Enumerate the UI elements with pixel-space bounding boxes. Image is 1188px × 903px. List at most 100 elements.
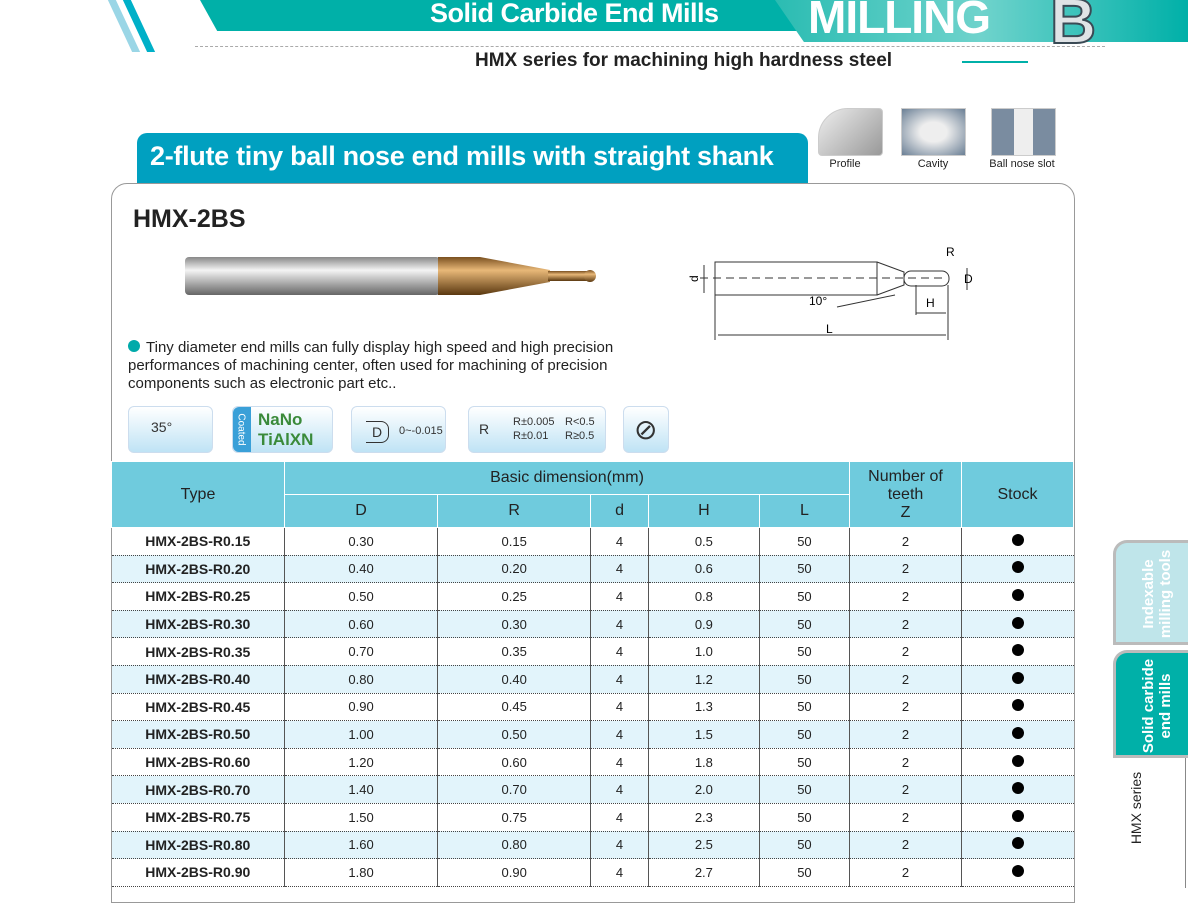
table-row: HMX-2BS-R0.35 0.70 0.35 4 1.0 50 2 [111, 637, 1074, 666]
table-cell: 1.60 [283, 831, 438, 860]
r-condition: R<0.5 [565, 416, 595, 428]
application-label: Ball nose slot [989, 158, 1055, 170]
table-cell: 50 [758, 637, 850, 666]
col-d: d [590, 494, 649, 528]
table-cell: 2.0 [647, 775, 760, 804]
profile-icon [818, 108, 883, 156]
table-cell: 4 [590, 555, 649, 584]
table-cell: 0.9 [647, 610, 760, 639]
tab-hmx-series[interactable]: HMX series [1128, 771, 1145, 845]
in-stock-icon [1011, 561, 1024, 574]
table-cell: 0.90 [283, 693, 438, 722]
application-label: Cavity [917, 158, 949, 170]
series-subtitle: HMX series for machining high hardness s… [475, 50, 893, 71]
d-symbol: D [366, 421, 390, 443]
col-teeth: Number of teeth Z [849, 461, 962, 528]
stock-cell [961, 831, 1074, 860]
table-cell: 4 [590, 858, 649, 887]
diagram-label-h: H [926, 296, 935, 310]
table-cell: 4 [590, 527, 649, 556]
table-row: HMX-2BS-R0.15 0.30 0.15 4 0.5 50 2 [111, 527, 1074, 556]
stock-cell [961, 527, 1074, 556]
table-cell: 0.50 [283, 582, 438, 611]
table-cell: HMX-2BS-R0.30 [111, 610, 285, 639]
stock-cell [961, 693, 1074, 722]
stock-cell [961, 665, 1074, 694]
coating-name: TiAlXN [258, 430, 314, 449]
table-cell: 2 [849, 637, 962, 666]
table-row: HMX-2BS-R0.70 1.40 0.70 4 2.0 50 2 [111, 775, 1074, 804]
stock-cell [961, 720, 1074, 749]
stock-cell [961, 555, 1074, 584]
table-cell: 2 [849, 775, 962, 804]
table-cell: 50 [758, 693, 850, 722]
table-cell: 0.6 [647, 555, 760, 584]
table-cell: 50 [758, 720, 850, 749]
table-cell: HMX-2BS-R0.25 [111, 582, 285, 611]
table-cell: 50 [758, 831, 850, 860]
application-label: Profile [829, 158, 861, 170]
table-cell: 0.15 [437, 527, 591, 556]
radius-tolerance-badge: R R±0.005 R<0.5 R±0.01 R≥0.5 [468, 406, 606, 453]
col-H: H [647, 494, 760, 528]
divider [195, 46, 1105, 47]
table-cell: HMX-2BS-R0.80 [111, 831, 285, 860]
table-cell: 4 [590, 831, 649, 860]
table-cell: 0.75 [437, 803, 591, 832]
table-row: HMX-2BS-R0.20 0.40 0.20 4 0.6 50 2 [111, 555, 1074, 584]
table-row: HMX-2BS-R0.25 0.50 0.25 4 0.8 50 2 [111, 582, 1074, 611]
table-cell: 0.80 [437, 831, 591, 860]
table-cell: HMX-2BS-R0.60 [111, 748, 285, 777]
section-letter: B [1049, 0, 1097, 58]
table-cell: 2.3 [647, 803, 760, 832]
divider [962, 61, 1028, 63]
tab-label: Indexable milling tools [1140, 549, 1174, 639]
table-cell: 1.3 [647, 693, 760, 722]
table-cell: 1.20 [283, 748, 438, 777]
table-row: HMX-2BS-R0.45 0.90 0.45 4 1.3 50 2 [111, 693, 1074, 722]
r-condition: R≥0.5 [565, 430, 595, 442]
table-cell: 4 [590, 775, 649, 804]
diagram-label-angle: 10° [809, 294, 827, 308]
table-cell: 0.40 [283, 555, 438, 584]
tab-indexable-milling-tools[interactable]: Indexable milling tools [1113, 540, 1188, 645]
category-title: Solid Carbide End Mills [430, 0, 719, 28]
ball-nose-icon: ⊘ [623, 406, 669, 453]
stock-cell [961, 803, 1074, 832]
table-cell: 0.30 [283, 527, 438, 556]
table-cell: 0.5 [647, 527, 760, 556]
table-cell: 0.40 [437, 665, 591, 694]
diagram-label-r: R [946, 245, 955, 259]
table-cell: 1.5 [647, 720, 760, 749]
table-cell: 50 [758, 775, 850, 804]
table-cell: 50 [758, 665, 850, 694]
table-cell: 2 [849, 803, 962, 832]
table-cell: HMX-2BS-R0.50 [111, 720, 285, 749]
table-cell: 0.35 [437, 637, 591, 666]
table-cell: 50 [758, 527, 850, 556]
table-cell: 4 [590, 748, 649, 777]
table-cell: 2 [849, 582, 962, 611]
r-tolerance: R±0.005 [513, 416, 555, 428]
bullet-icon [128, 340, 140, 352]
table-cell: 2 [849, 610, 962, 639]
table-cell: HMX-2BS-R0.15 [111, 527, 285, 556]
cavity-icon [901, 108, 966, 156]
table-cell: 2.5 [647, 831, 760, 860]
table-cell: 4 [590, 610, 649, 639]
table-cell: 2 [849, 748, 962, 777]
section-banner [775, 0, 1188, 42]
in-stock-icon [1011, 644, 1024, 657]
diagram-label-D: D [964, 272, 973, 286]
diagram-label-d: d [687, 275, 701, 282]
stock-cell [961, 748, 1074, 777]
tab-label: Solid carbide end mills [1140, 658, 1174, 754]
end-mill-image [185, 257, 596, 295]
table-cell: 50 [758, 555, 850, 584]
tab-solid-carbide-end-mills[interactable]: Solid carbide end mills [1113, 650, 1188, 758]
table-cell: 0.50 [437, 720, 591, 749]
table-cell: 1.50 [283, 803, 438, 832]
stock-cell [961, 610, 1074, 639]
table-cell: 4 [590, 803, 649, 832]
section-title: MILLING [808, 0, 991, 43]
